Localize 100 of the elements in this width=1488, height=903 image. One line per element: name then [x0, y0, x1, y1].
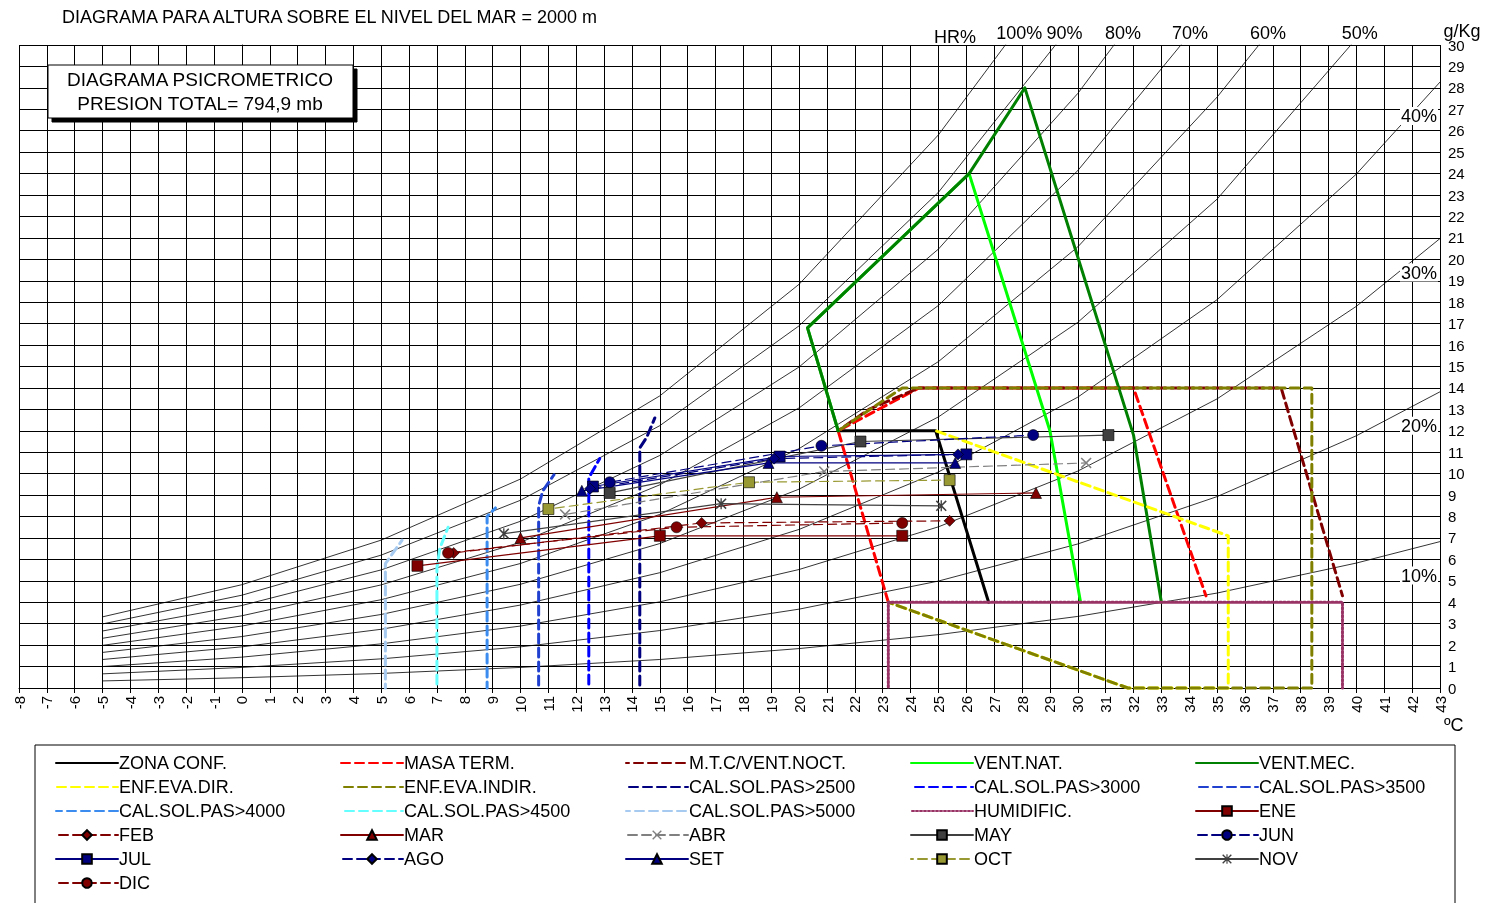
x-tick-label: 17	[707, 696, 725, 713]
x-tick-label: 39	[1320, 696, 1338, 713]
y-tick-label: 28	[1448, 79, 1465, 97]
y-tick-label: 24	[1448, 165, 1465, 183]
x-tick-label: 2	[289, 696, 307, 705]
x-tick-label: 20	[790, 696, 808, 713]
y-tick-label: 10	[1448, 465, 1465, 483]
x-tick-label: 3	[316, 696, 334, 705]
x-tick-label: 38	[1292, 696, 1310, 713]
y-tick-label: 20	[1448, 250, 1465, 268]
x-tick-label: -8	[10, 696, 28, 710]
x-tick-label: 22	[846, 696, 864, 713]
legend-label: MASA TERM.	[404, 753, 515, 773]
x-tick-label: 35	[1208, 696, 1226, 713]
series-label: 90%	[1046, 23, 1083, 43]
series-label: 40%	[1401, 106, 1438, 127]
y-tick-label: 2	[1448, 636, 1457, 654]
y-tick-label: 9	[1448, 486, 1457, 504]
legend-label: MAY	[974, 825, 1012, 845]
x-tick-label: 19	[762, 696, 780, 713]
x-tick-label: 42	[1403, 696, 1421, 713]
legend-label: MAR	[404, 825, 444, 845]
y-tick-label: 11	[1448, 443, 1464, 461]
chart-title: DIAGRAMA PARA ALTURA SOBRE EL NIVEL DEL MAR = 2000 m	[62, 7, 598, 27]
y-tick-label: 12	[1448, 422, 1465, 440]
x-tick-label: 40	[1347, 696, 1365, 713]
x-tick-label: 41	[1375, 696, 1393, 713]
legend-label: CAL.SOL.PAS>2500	[689, 777, 856, 797]
x-tick-label: 32	[1125, 696, 1143, 713]
legend-label: ENF.EVA.INDIR.	[404, 777, 537, 797]
series-label: 70%	[1171, 23, 1208, 43]
legend-label: VENT.NAT.	[974, 753, 1063, 773]
x-tick-label: 25	[929, 696, 947, 713]
x-tick-label: 34	[1180, 696, 1198, 713]
annotation: HR%	[933, 27, 977, 47]
y-tick-label: 13	[1448, 400, 1465, 418]
y-tick-label: 29	[1448, 57, 1465, 75]
legend-label: M.T.C/VENT.NOCT.	[689, 753, 847, 773]
x-tick-label: 7	[428, 696, 446, 705]
x-tick-label: 9	[484, 696, 502, 705]
x-tick-label: -3	[149, 696, 167, 710]
series-label: 100%	[996, 23, 1043, 43]
y-tick-label: 27	[1448, 100, 1465, 118]
legend-label: JUN	[1259, 825, 1294, 845]
x-tick-label: 21	[818, 696, 836, 713]
series-label: 20%	[1401, 415, 1438, 436]
y-tick-label: 7	[1448, 529, 1457, 547]
legend-label: CAL.SOL.PAS>3500	[1259, 777, 1426, 797]
legend-label: CAL.SOL.PAS>5000	[689, 801, 856, 821]
legend-label: VENT.MEC.	[1259, 753, 1356, 773]
legend-label: JUL	[119, 849, 152, 869]
x-tick-label: -1	[205, 696, 223, 710]
legend-label: CAL.SOL.PAS>4000	[119, 801, 286, 821]
y-tick-label: 8	[1448, 508, 1457, 526]
legend-label: FEB	[119, 825, 155, 845]
series-label: 10%	[1401, 565, 1438, 586]
legend-label: ENF.EVA.DIR.	[119, 777, 234, 797]
x-tick-label: 8	[456, 696, 474, 705]
y-tick-label: 15	[1448, 358, 1465, 375]
y-tick-label: 23	[1448, 186, 1465, 204]
y-tick-label: 6	[1448, 550, 1457, 568]
y-tick-label: 25	[1448, 143, 1465, 161]
legend-label: CAL.SOL.PAS>3000	[974, 777, 1141, 797]
legend-label: ENE	[1259, 801, 1297, 821]
y-tick-label: 1	[1448, 658, 1457, 676]
legend-label: AGO	[404, 849, 445, 869]
x-tick-label: 28	[1013, 696, 1031, 713]
series-label: 60%	[1249, 23, 1286, 43]
x-tick-label: -4	[121, 696, 139, 710]
series-label: 30%	[1401, 262, 1438, 283]
x-tick-label: 0	[233, 696, 251, 705]
x-tick-label: 5	[372, 696, 390, 705]
x-tick-label: -7	[38, 696, 56, 710]
y-tick-label: 18	[1448, 293, 1465, 311]
x-tick-label: 4	[344, 696, 362, 705]
y-tick-label: 14	[1448, 379, 1465, 397]
x-tick-label: -5	[94, 696, 112, 710]
x-tick-label: 37	[1264, 696, 1282, 713]
y-tick-label: 17	[1448, 315, 1465, 333]
legend-label: ZONA CONF.	[119, 753, 228, 773]
x-axis-title: ºC	[1444, 715, 1464, 735]
x-tick-label: 31	[1097, 696, 1115, 713]
x-tick-label: 11	[539, 696, 557, 712]
x-tick-label: 43	[1431, 696, 1449, 713]
x-tick-label: 12	[567, 696, 585, 713]
x-tick-label: 24	[902, 696, 920, 713]
legend-label: NOV	[1259, 849, 1299, 869]
x-tick-label: -6	[66, 696, 84, 710]
legend-label: ABR	[689, 825, 727, 845]
x-tick-label: 33	[1152, 696, 1170, 713]
x-tick-label: 14	[623, 696, 641, 713]
legend-label: CAL.SOL.PAS>4500	[404, 801, 571, 821]
x-tick-label: 10	[512, 696, 530, 713]
x-tick-label: 29	[1041, 696, 1059, 713]
x-tick-label: 18	[734, 696, 752, 713]
legend-label: HUMIDIFIC.	[974, 801, 1072, 821]
y-tick-label: 16	[1448, 336, 1465, 354]
x-tick-label: 13	[595, 696, 613, 713]
x-tick-label: 27	[985, 696, 1003, 713]
legend-label: DIC	[119, 873, 150, 893]
